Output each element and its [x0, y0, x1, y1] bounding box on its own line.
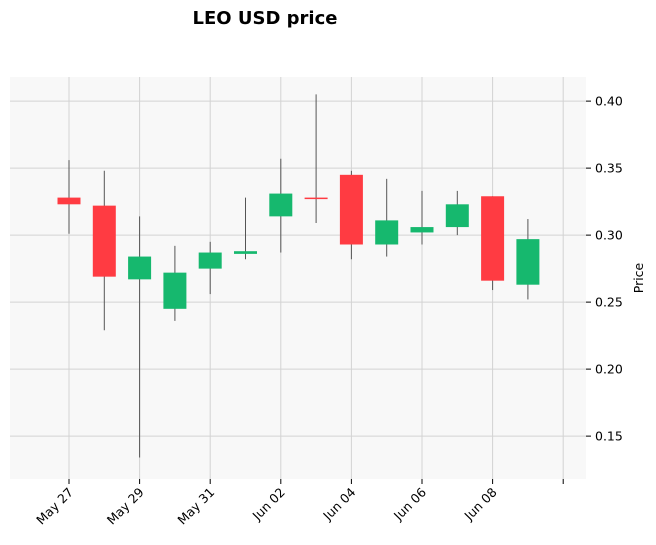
y-tick-label: 0.35	[595, 161, 623, 176]
candle-body-up	[269, 193, 293, 217]
candle-body-up	[234, 251, 257, 254]
y-tick-label: 0.40	[595, 94, 623, 109]
y-tick-label: 0.15	[595, 429, 623, 444]
candle-body-up	[163, 272, 187, 309]
candle-body-up	[128, 256, 152, 280]
chart-title: LEO USD price	[192, 8, 338, 29]
candle-body-down	[92, 205, 116, 277]
y-tick-label: 0.20	[595, 362, 623, 377]
x-tick-label: Jun 04	[319, 484, 358, 523]
candle-body-up	[445, 204, 469, 228]
x-tick-label: May 29	[104, 484, 147, 527]
candle-body-down	[57, 197, 81, 205]
candle-body-up	[516, 239, 540, 285]
candle-body-down	[339, 174, 363, 245]
x-tick-label: Jun 02	[249, 485, 288, 524]
x-tick-label: May 27	[33, 485, 76, 528]
y-tick-label: 0.30	[595, 228, 623, 243]
candle-body-up	[198, 252, 222, 269]
x-tick-label: Jun 06	[390, 484, 429, 523]
x-tick-label: May 31	[174, 485, 217, 528]
y-tick-label: 0.25	[595, 295, 623, 310]
candle-body-up	[410, 227, 434, 233]
candles	[57, 94, 540, 458]
candle-body-down	[304, 197, 328, 200]
candle-body-up	[375, 220, 399, 245]
x-tick-label: Jun 08	[461, 484, 500, 523]
y-axis-title: Price	[631, 262, 646, 293]
candle-body-down	[481, 196, 505, 281]
